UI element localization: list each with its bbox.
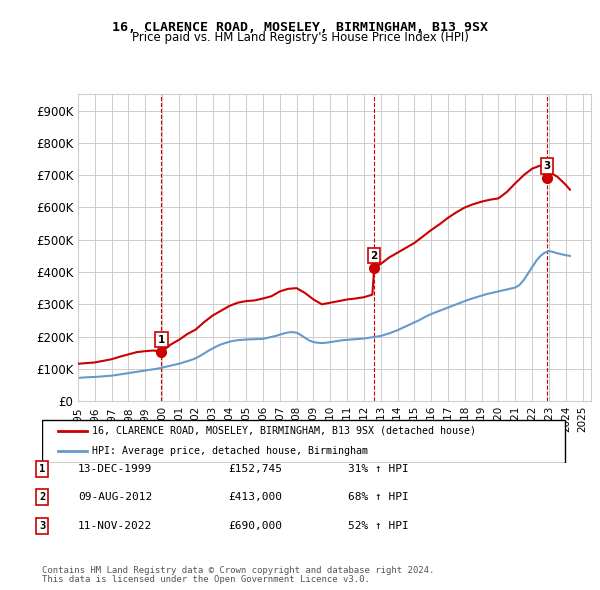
Text: £690,000: £690,000 xyxy=(228,521,282,530)
FancyBboxPatch shape xyxy=(42,420,565,463)
Text: 16, CLARENCE ROAD, MOSELEY, BIRMINGHAM, B13 9SX (detached house): 16, CLARENCE ROAD, MOSELEY, BIRMINGHAM, … xyxy=(92,426,476,436)
Text: HPI: Average price, detached house, Birmingham: HPI: Average price, detached house, Birm… xyxy=(92,446,368,456)
Text: 68% ↑ HPI: 68% ↑ HPI xyxy=(348,493,409,502)
Text: This data is licensed under the Open Government Licence v3.0.: This data is licensed under the Open Gov… xyxy=(42,575,370,584)
Text: 09-AUG-2012: 09-AUG-2012 xyxy=(78,493,152,502)
Text: 2: 2 xyxy=(39,493,45,502)
Text: £413,000: £413,000 xyxy=(228,493,282,502)
Text: 31% ↑ HPI: 31% ↑ HPI xyxy=(348,464,409,474)
Text: 16, CLARENCE ROAD, MOSELEY, BIRMINGHAM, B13 9SX: 16, CLARENCE ROAD, MOSELEY, BIRMINGHAM, … xyxy=(112,21,488,34)
Text: 1: 1 xyxy=(158,335,165,345)
Text: 11-NOV-2022: 11-NOV-2022 xyxy=(78,521,152,530)
Text: 3: 3 xyxy=(39,521,45,530)
Text: 2: 2 xyxy=(371,251,378,261)
Text: 3: 3 xyxy=(543,161,550,171)
Text: 13-DEC-1999: 13-DEC-1999 xyxy=(78,464,152,474)
Text: Price paid vs. HM Land Registry's House Price Index (HPI): Price paid vs. HM Land Registry's House … xyxy=(131,31,469,44)
Text: Contains HM Land Registry data © Crown copyright and database right 2024.: Contains HM Land Registry data © Crown c… xyxy=(42,566,434,575)
Text: £152,745: £152,745 xyxy=(228,464,282,474)
Text: 52% ↑ HPI: 52% ↑ HPI xyxy=(348,521,409,530)
Text: 1: 1 xyxy=(39,464,45,474)
